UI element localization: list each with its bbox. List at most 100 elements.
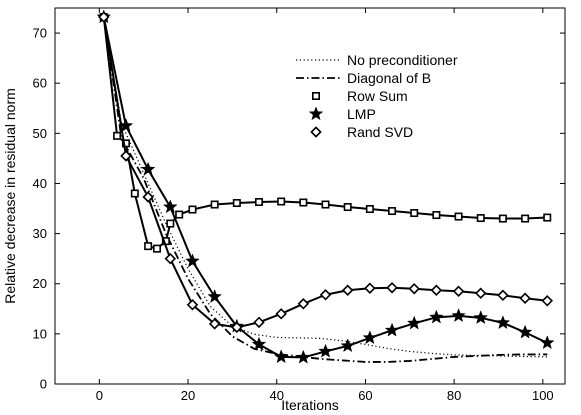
square-marker bbox=[255, 198, 264, 207]
star-marker bbox=[162, 199, 178, 214]
diamond-marker bbox=[519, 292, 531, 305]
x-tick-label: 40 bbox=[270, 388, 284, 403]
diamond-marker bbox=[208, 318, 221, 330]
series-layer bbox=[96, 9, 555, 364]
legend-entry: Diagonal of B bbox=[296, 70, 431, 86]
square-marker bbox=[343, 203, 352, 212]
star-marker bbox=[517, 324, 533, 339]
diamond-marker bbox=[408, 283, 420, 295]
square-marker bbox=[232, 199, 241, 208]
series-line bbox=[102, 16, 548, 363]
square-marker bbox=[113, 131, 122, 140]
star-marker bbox=[207, 289, 222, 304]
square-marker bbox=[153, 244, 162, 253]
series-line bbox=[102, 16, 548, 329]
legend: No preconditioner Diagonal of B Row Sum LMP… bbox=[296, 52, 458, 140]
series-line bbox=[102, 16, 548, 250]
square-marker bbox=[121, 139, 130, 148]
series-no-preconditioner bbox=[103, 16, 548, 358]
legend-entry: Row Sum bbox=[311, 88, 408, 104]
square-marker bbox=[543, 213, 552, 222]
legend-label: No preconditioner bbox=[347, 52, 458, 68]
square-marker bbox=[299, 198, 308, 207]
legend-entry: LMP bbox=[308, 106, 376, 122]
star-marker bbox=[362, 330, 378, 345]
square-marker bbox=[410, 209, 419, 218]
diamond-marker bbox=[186, 299, 199, 311]
axis-ticks: 0 20 40 60 80 100 0 10 20 30 40 50 60 70 bbox=[33, 8, 565, 403]
legend-label: Rand SVD bbox=[347, 124, 413, 140]
diamond-marker bbox=[310, 126, 322, 138]
series-lmp bbox=[96, 9, 555, 364]
star-marker bbox=[185, 253, 200, 268]
square-marker bbox=[321, 200, 330, 209]
square-marker bbox=[311, 92, 320, 101]
diamond-marker bbox=[120, 150, 132, 162]
x-tick-label: 60 bbox=[358, 388, 372, 403]
x-tick-label: 0 bbox=[96, 388, 103, 403]
square-marker bbox=[454, 212, 463, 221]
square-marker bbox=[130, 189, 139, 198]
x-tick-label: 80 bbox=[447, 388, 461, 403]
legend-label: Row Sum bbox=[347, 88, 408, 104]
square-marker bbox=[277, 197, 286, 206]
star-marker bbox=[251, 336, 267, 351]
legend-entry: No preconditioner bbox=[296, 52, 458, 68]
y-axis-label: Relative decrease in residual norm bbox=[2, 88, 18, 304]
star-marker bbox=[308, 106, 324, 121]
diamond-marker bbox=[341, 284, 354, 296]
star-marker bbox=[340, 338, 356, 353]
star-marker bbox=[451, 308, 466, 323]
square-marker bbox=[521, 214, 530, 223]
plot-border bbox=[54, 7, 566, 385]
diamond-marker bbox=[430, 284, 443, 296]
diamond-marker bbox=[253, 316, 265, 329]
series-row-sum bbox=[99, 13, 552, 253]
diamond-marker bbox=[164, 252, 177, 265]
square-marker bbox=[175, 210, 184, 219]
diamond-marker bbox=[364, 282, 376, 294]
y-tick-label: 40 bbox=[33, 176, 47, 191]
diamond-marker bbox=[497, 289, 509, 301]
y-tick-label: 30 bbox=[33, 226, 47, 241]
diamond-marker bbox=[386, 282, 398, 294]
y-tick-label: 0 bbox=[40, 377, 47, 392]
star-marker bbox=[473, 310, 489, 325]
legend-entry: Rand SVD bbox=[310, 124, 413, 140]
star-marker bbox=[296, 349, 311, 364]
series-line bbox=[103, 16, 548, 358]
diamond-marker bbox=[319, 289, 332, 301]
diamond-marker bbox=[98, 11, 110, 23]
y-tick-label: 50 bbox=[33, 126, 47, 141]
square-marker bbox=[144, 242, 153, 251]
star-marker bbox=[429, 309, 444, 324]
plot-frame bbox=[54, 7, 566, 385]
star-marker bbox=[495, 315, 511, 330]
diamond-marker bbox=[142, 191, 154, 203]
square-marker bbox=[432, 211, 441, 220]
square-marker bbox=[210, 200, 219, 209]
star-marker bbox=[539, 335, 555, 350]
star-marker bbox=[140, 161, 156, 176]
star-marker bbox=[384, 322, 400, 337]
series-diagonal-of-b bbox=[102, 16, 548, 363]
star-marker bbox=[318, 343, 333, 358]
x-tick-label: 20 bbox=[181, 388, 195, 403]
series-line bbox=[102, 16, 548, 359]
legend-label: Diagonal of B bbox=[347, 70, 431, 86]
legend-label: LMP bbox=[347, 106, 376, 122]
diamond-marker bbox=[275, 308, 287, 320]
diamond-marker bbox=[452, 285, 465, 297]
x-tick-label: 100 bbox=[532, 388, 554, 403]
square-marker bbox=[388, 207, 397, 216]
diamond-marker bbox=[231, 321, 243, 334]
y-tick-label: 70 bbox=[33, 26, 47, 41]
square-marker bbox=[476, 214, 485, 223]
square-marker bbox=[365, 205, 374, 214]
square-marker bbox=[498, 214, 507, 223]
star-marker bbox=[406, 315, 422, 330]
y-tick-label: 10 bbox=[33, 326, 47, 341]
x-axis-label: Iterations bbox=[281, 397, 339, 413]
diamond-marker bbox=[541, 295, 553, 307]
